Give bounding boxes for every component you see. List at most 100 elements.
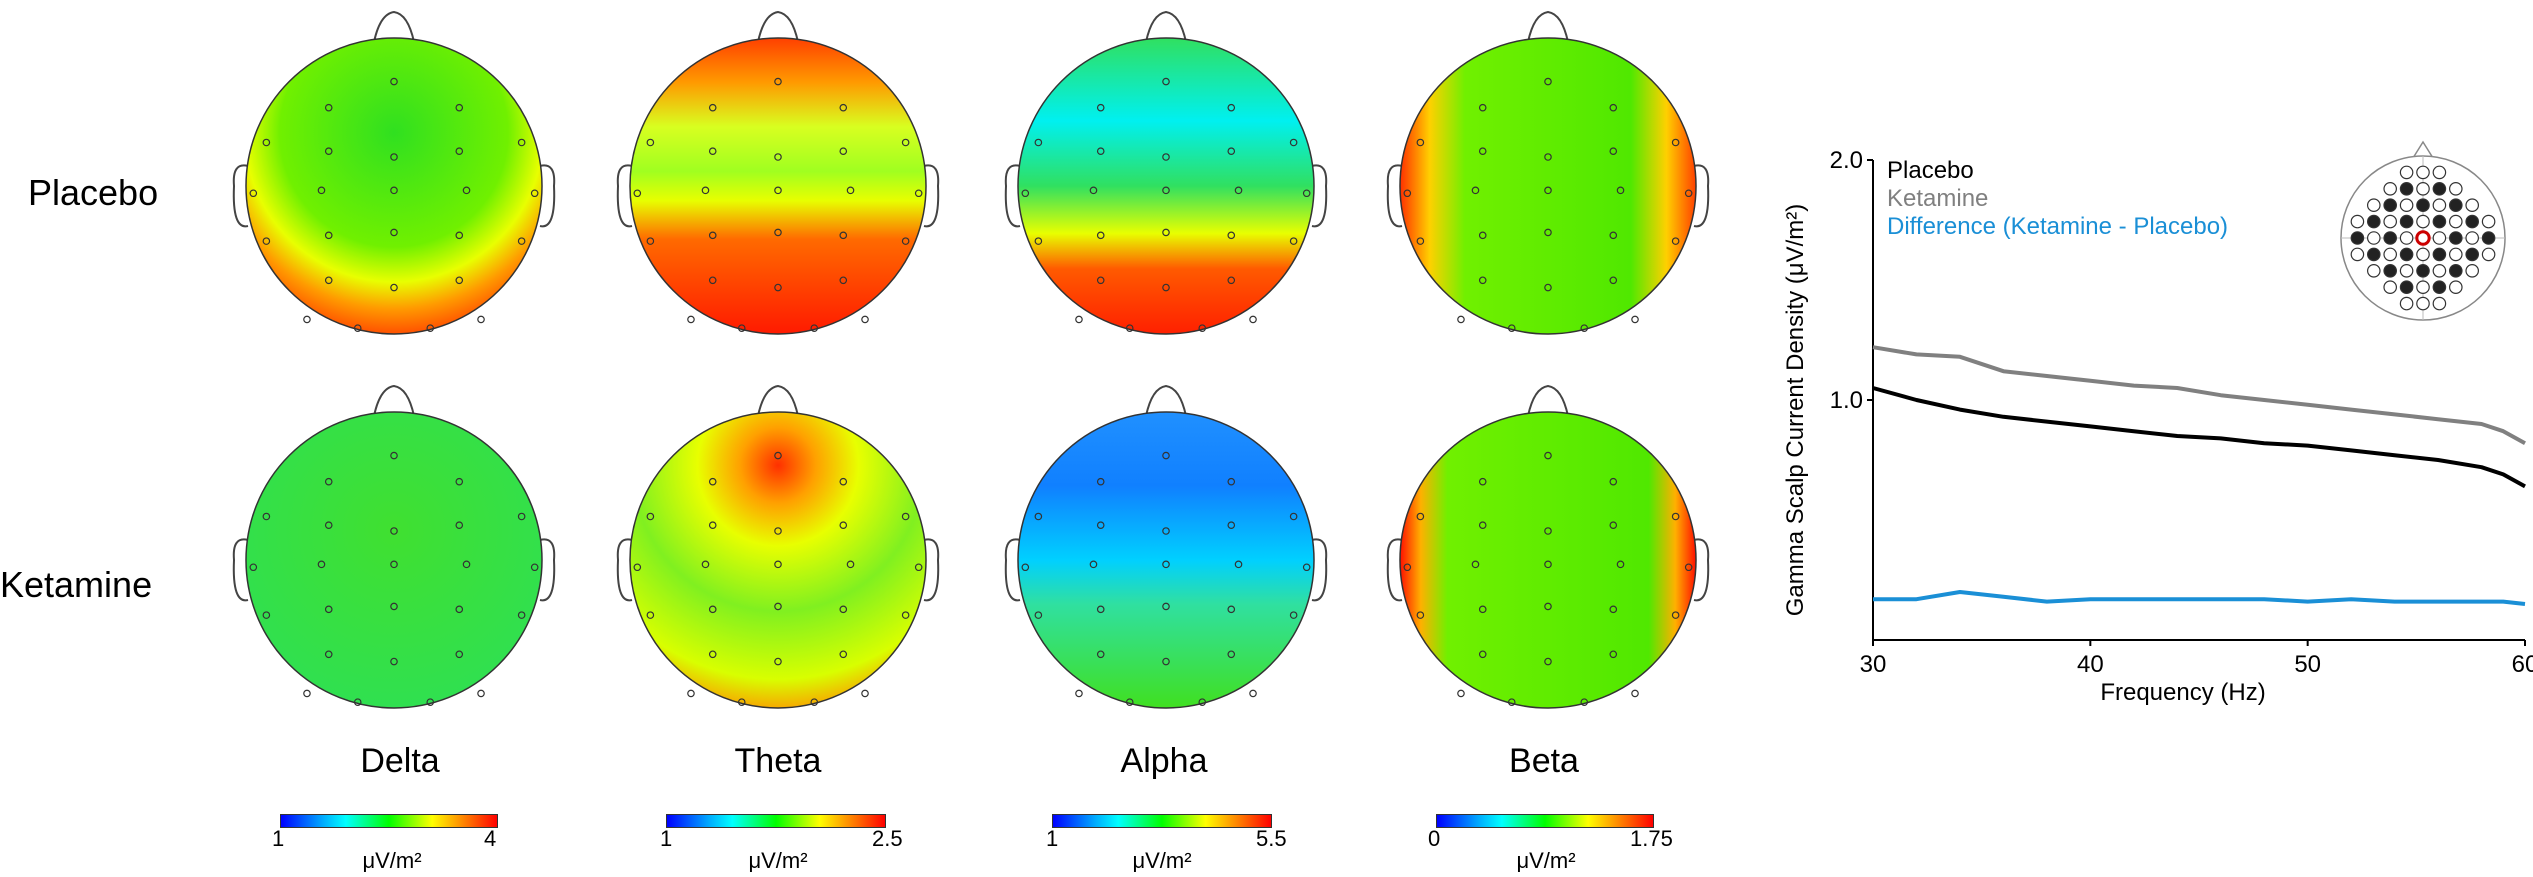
ear-right-shape [539, 538, 556, 602]
ketamine-series-line [1872, 345, 2526, 445]
electrode-marker [1616, 560, 1625, 569]
electrode-marker [701, 560, 710, 569]
electrode-marker [1096, 650, 1105, 659]
electrode-marker [1684, 563, 1693, 572]
electrode-marker [914, 563, 923, 572]
electrode-marker [324, 605, 333, 614]
electrode-marker [1289, 138, 1298, 147]
electrode-marker [1478, 276, 1487, 285]
electrode-marker [687, 689, 695, 698]
electrode-marker [1609, 276, 1618, 285]
electrode-marker [1096, 103, 1105, 112]
electrode-marker [846, 186, 855, 195]
colorbar-alpha-max: 5.5 [1256, 826, 1287, 851]
inset-electrode-marker [2432, 263, 2447, 278]
electrode-marker [1544, 560, 1552, 569]
x-axis-label: Frequency (Hz) [2100, 679, 2265, 706]
electrode-marker [1416, 611, 1425, 619]
electrode-marker [737, 698, 746, 706]
electrode-marker [1609, 650, 1618, 659]
nose-shape [1145, 10, 1187, 43]
ear-right-shape [923, 164, 940, 228]
electrode-marker [324, 103, 333, 112]
electrode-marker [774, 228, 782, 237]
inset-electrode-marker [2383, 280, 2397, 294]
electrode-marker [1544, 77, 1552, 86]
electrode-marker [774, 657, 782, 666]
electrode-marker [517, 138, 526, 147]
inset-electrode-marker [2481, 247, 2496, 262]
scalp-map [1399, 411, 1697, 709]
electrode-marker [1096, 521, 1105, 529]
scalp-map [245, 411, 543, 709]
electrode-marker [455, 276, 464, 285]
electrode-marker [1125, 698, 1134, 706]
electrode-marker [1478, 605, 1487, 614]
electrode-marker [1478, 147, 1487, 155]
electrode-marker [324, 477, 333, 486]
electrode-marker [1162, 657, 1170, 666]
electrode-marker [1631, 315, 1639, 324]
electrode-marker [249, 563, 258, 572]
electrode-marker [1198, 324, 1207, 332]
electrode-marker [708, 103, 717, 112]
electrode-marker [1162, 560, 1170, 569]
electrode-montage-inset [2340, 140, 2506, 321]
electrode-marker [317, 186, 326, 195]
electrode-marker [646, 512, 655, 521]
inset-electrode-marker [2448, 263, 2463, 278]
electrode-marker [774, 186, 782, 195]
electrode-marker [1162, 527, 1170, 535]
nose-shape [1527, 384, 1569, 417]
electrode-marker [839, 231, 848, 240]
electrode-marker [701, 186, 710, 195]
electrode-marker [1162, 283, 1170, 292]
electrode-marker [1096, 605, 1105, 614]
electrode-marker [324, 276, 333, 285]
electrode-marker [901, 138, 910, 147]
electrode-marker [1034, 237, 1043, 245]
electrode-marker [1609, 521, 1618, 529]
scalp-map [1399, 37, 1697, 335]
electrode-marker [390, 657, 398, 666]
electrode-marker [1162, 451, 1170, 460]
electrode-marker [1075, 689, 1083, 698]
electrode-marker [324, 147, 333, 155]
ear-left-shape [232, 538, 249, 602]
electrode-marker [353, 698, 362, 706]
colorbar-beta-min: 0 [1428, 826, 1441, 851]
electrode-marker [708, 605, 717, 614]
electrode-marker [861, 689, 869, 698]
electrode-marker [1096, 276, 1105, 285]
ear-right-shape [539, 164, 556, 228]
inset-electrode-marker [2399, 231, 2414, 245]
inset-electrode-marker [2416, 263, 2430, 278]
x-tick-label: 60 [2512, 651, 2533, 678]
electrode-marker [262, 611, 271, 619]
inset-electrode-marker [2350, 247, 2365, 262]
electrode-marker [324, 521, 333, 529]
electrode-marker [1227, 231, 1236, 240]
electrode-marker [477, 315, 485, 324]
inset-electrode-marker [2481, 214, 2496, 229]
inset-electrode-marker [2432, 247, 2447, 262]
electrode-marker [1021, 189, 1030, 198]
electrode-marker [774, 451, 782, 460]
ear-left-shape [1386, 538, 1403, 602]
colorbar-delta-unit: μV/m² [362, 848, 422, 873]
inset-electrode-marker [2448, 231, 2463, 245]
electrode-marker [774, 77, 782, 86]
electrode-marker [1089, 560, 1098, 569]
electrode-marker [426, 324, 435, 332]
y-tick-label: 1.0 [1830, 387, 1863, 414]
electrode-marker [530, 189, 539, 198]
inset-electrode-marker [2383, 182, 2397, 196]
electrode-marker [633, 189, 642, 198]
x-tick-label: 50 [2294, 651, 2321, 678]
electrode-marker [303, 315, 311, 324]
electrode-marker [1289, 237, 1298, 245]
electrode-marker [646, 237, 655, 245]
selected-electrode-marker [2415, 230, 2431, 246]
electrode-marker [390, 77, 398, 86]
inset-electrode-marker [2448, 182, 2463, 196]
